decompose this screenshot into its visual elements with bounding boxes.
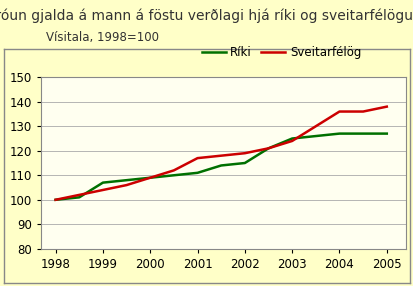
Sveitarfélög [360,110,365,113]
Sveitarfélög [124,183,129,187]
Sveitarfélög [289,139,294,143]
Ríki [100,181,105,184]
Sveitarfélög [383,105,388,108]
Line: Ríki: Ríki [55,134,386,200]
Sveitarfélög [195,156,199,160]
Ríki [171,174,176,177]
Sveitarfélög [100,188,105,192]
Ríki [313,134,318,138]
Ríki [266,147,271,150]
Ríki [53,198,58,202]
Sveitarfélög [53,198,58,202]
Sveitarfélög [313,124,318,128]
Sveitarfélög [147,176,152,179]
Ríki [218,164,223,167]
Ríki [360,132,365,135]
Ríki [76,196,81,199]
Ríki [195,171,199,174]
Sveitarfélög [218,154,223,157]
Ríki [124,178,129,182]
Legend: Ríki, Sveitarfélög: Ríki, Sveitarfélög [197,42,365,64]
Ríki [383,132,388,135]
Line: Sveitarfélög: Sveitarfélög [55,107,386,200]
Sveitarfélög [76,193,81,196]
Sveitarfélög [171,169,176,172]
Sveitarfélög [242,152,247,155]
Ríki [147,176,152,179]
Text: Þróun gjalda á mann á föstu verðlagi hjá ríki og sveitarfélögum: Þróun gjalda á mann á föstu verðlagi hjá… [0,9,413,23]
Ríki [242,161,247,165]
Ríki [289,137,294,140]
Sveitarfélög [266,147,271,150]
Ríki [336,132,341,135]
Sveitarfélög [336,110,341,113]
Text: Vísitala, 1998=100: Vísitala, 1998=100 [45,31,158,44]
